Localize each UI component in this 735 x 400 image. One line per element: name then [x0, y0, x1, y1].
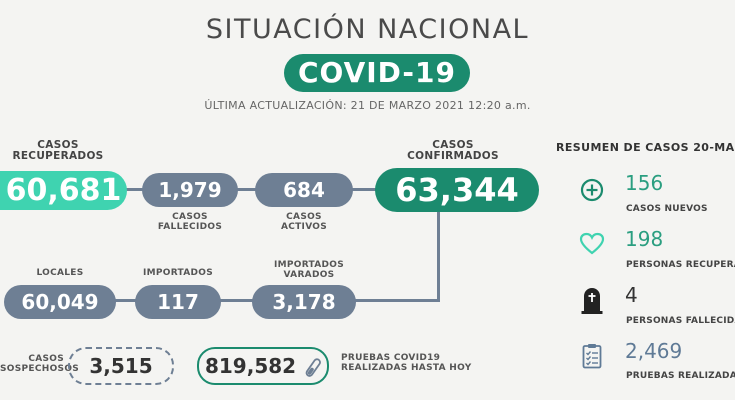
summary-label-pruebas: PRUEBAS REALIZADAS	[626, 371, 735, 381]
pruebas-value: 819,582	[204, 354, 297, 378]
sospechosos-value: 3,515	[68, 347, 174, 385]
summary-heading: RESUMEN DE CASOS 20-MAR	[556, 141, 735, 154]
summary-value-recuperadas: 198	[625, 227, 664, 251]
summary-label-recuperadas: PERSONAS RECUPERADAS	[626, 260, 735, 270]
locales-label: LOCALES	[36, 268, 84, 278]
recuperados-label: CASOS RECUPERADOS	[12, 139, 104, 162]
importados-label: IMPORTADOS	[142, 268, 214, 278]
test-tube-icon	[305, 357, 321, 377]
pruebas-label: PRUEBAS COVID19 REALIZADAS HASTA HOY	[341, 353, 472, 373]
activos-value: 684	[255, 173, 353, 207]
summary-value-pruebas: 2,469	[625, 339, 683, 363]
clipboard-checklist-icon	[582, 344, 602, 369]
confirmados-value: 63,344	[375, 168, 539, 212]
plus-circle-icon	[580, 178, 604, 202]
fallecidos-label: CASOS FALLECIDOS	[157, 212, 223, 232]
summary-label-nuevos: CASOS NUEVOS	[626, 204, 708, 214]
summary-value-fallecidas: 4	[625, 283, 638, 307]
last-update: ÚLTIMA ACTUALIZACIÓN: 21 DE MARZO 2021 1…	[204, 99, 531, 112]
page-title: SITUACIÓN NACIONAL	[205, 14, 530, 45]
confirmados-label: CASOS CONFIRMADOS	[407, 139, 499, 162]
summary-label-fallecidas: PERSONAS FALLECIDAS	[626, 316, 735, 326]
summary-value-nuevos: 156	[625, 171, 664, 195]
heart-icon	[579, 232, 605, 255]
pruebas-box: 819,582	[197, 347, 329, 385]
fallecidos-value: 1,979	[142, 173, 238, 207]
tombstone-icon	[581, 288, 603, 314]
connector-line	[437, 210, 440, 300]
varados-label: IMPORTADOS VARADOS	[273, 260, 345, 280]
activos-label: CASOS ACTIVOS	[280, 212, 328, 232]
varados-value: 3,178	[252, 285, 356, 319]
recuperados-value: 60,681	[0, 171, 127, 210]
locales-value: 60,049	[4, 285, 116, 319]
importados-value: 117	[135, 285, 221, 319]
covid-badge: COVID-19	[284, 54, 470, 92]
sospechosos-label: CASOS SOSPECHOSOS	[0, 354, 80, 374]
